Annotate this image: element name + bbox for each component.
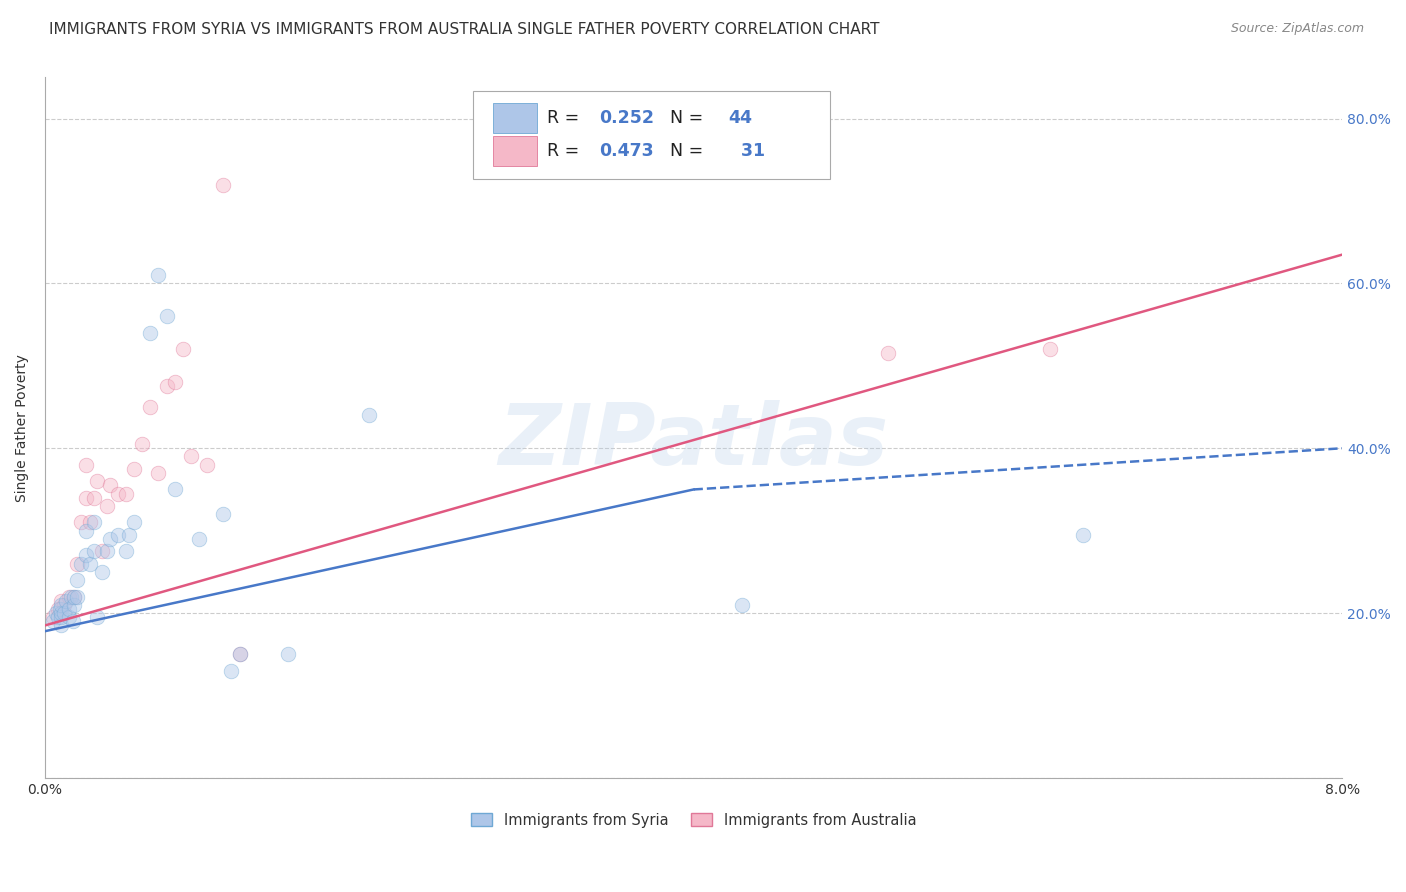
Point xyxy=(86,474,108,488)
Text: IMMIGRANTS FROM SYRIA VS IMMIGRANTS FROM AUSTRALIA SINGLE FATHER POVERTY CORRELA: IMMIGRANTS FROM SYRIA VS IMMIGRANTS FROM… xyxy=(49,22,880,37)
Point xyxy=(731,598,754,612)
Point xyxy=(98,532,121,546)
Point xyxy=(96,544,118,558)
Point xyxy=(122,462,145,476)
Point xyxy=(90,565,112,579)
Point xyxy=(96,499,118,513)
Text: R =: R = xyxy=(547,142,585,160)
Point xyxy=(83,516,105,530)
Point xyxy=(1071,528,1094,542)
Text: N =: N = xyxy=(671,142,709,160)
Point xyxy=(79,557,101,571)
Point xyxy=(122,516,145,530)
Point xyxy=(83,491,105,505)
Point xyxy=(98,478,121,492)
Point xyxy=(277,647,299,661)
FancyBboxPatch shape xyxy=(492,136,537,166)
Point xyxy=(48,602,70,616)
Text: R =: R = xyxy=(547,109,585,127)
Point xyxy=(75,491,97,505)
Point xyxy=(66,573,89,587)
Point xyxy=(79,516,101,530)
Text: 31: 31 xyxy=(735,142,765,160)
Point xyxy=(63,598,86,612)
Point xyxy=(53,598,76,612)
Point xyxy=(131,437,153,451)
Point xyxy=(66,557,89,571)
Point xyxy=(359,409,381,423)
Legend: Immigrants from Syria, Immigrants from Australia: Immigrants from Syria, Immigrants from A… xyxy=(464,807,922,834)
Point xyxy=(163,376,186,390)
Text: Source: ZipAtlas.com: Source: ZipAtlas.com xyxy=(1230,22,1364,36)
Point xyxy=(63,590,86,604)
Point xyxy=(139,326,162,340)
Point xyxy=(62,615,84,629)
Point xyxy=(107,486,129,500)
Point xyxy=(221,664,243,678)
Point xyxy=(83,544,105,558)
FancyBboxPatch shape xyxy=(492,103,537,133)
Point xyxy=(45,606,67,620)
Point xyxy=(58,590,80,604)
Point xyxy=(58,610,80,624)
Point xyxy=(42,610,65,624)
Point xyxy=(212,507,235,521)
Point xyxy=(155,310,177,324)
Point xyxy=(228,647,250,661)
Text: 0.252: 0.252 xyxy=(599,109,654,127)
Point xyxy=(69,557,91,571)
Point xyxy=(118,528,141,542)
Point xyxy=(1039,343,1062,357)
Text: 0.473: 0.473 xyxy=(599,142,654,160)
Point xyxy=(53,606,76,620)
Point xyxy=(51,606,73,620)
Point xyxy=(51,618,73,632)
Point xyxy=(188,532,211,546)
Point xyxy=(107,528,129,542)
Point xyxy=(212,178,235,192)
Point xyxy=(86,610,108,624)
Point xyxy=(66,590,89,604)
Text: 44: 44 xyxy=(728,109,752,127)
Point xyxy=(115,544,138,558)
Point xyxy=(69,516,91,530)
Point xyxy=(155,379,177,393)
Point xyxy=(46,610,69,624)
Point xyxy=(172,343,194,357)
Y-axis label: Single Father Poverty: Single Father Poverty xyxy=(15,354,30,501)
Text: ZIPatlas: ZIPatlas xyxy=(499,401,889,483)
Point xyxy=(51,593,73,607)
Point xyxy=(51,610,73,624)
Point xyxy=(58,602,80,616)
Point xyxy=(877,346,900,360)
FancyBboxPatch shape xyxy=(472,92,830,179)
Point xyxy=(59,590,82,604)
Point xyxy=(139,400,162,414)
Point xyxy=(115,486,138,500)
Point xyxy=(55,593,77,607)
Point xyxy=(46,602,69,616)
Point xyxy=(180,450,202,464)
Point xyxy=(148,268,170,283)
Point xyxy=(42,615,65,629)
Point xyxy=(148,466,170,480)
Point xyxy=(63,590,86,604)
Point xyxy=(90,544,112,558)
Point xyxy=(195,458,218,472)
Point xyxy=(228,647,250,661)
Point xyxy=(163,483,186,497)
Point xyxy=(75,458,97,472)
Text: N =: N = xyxy=(671,109,709,127)
Point xyxy=(75,524,97,538)
Point xyxy=(51,598,73,612)
Point xyxy=(75,549,97,563)
